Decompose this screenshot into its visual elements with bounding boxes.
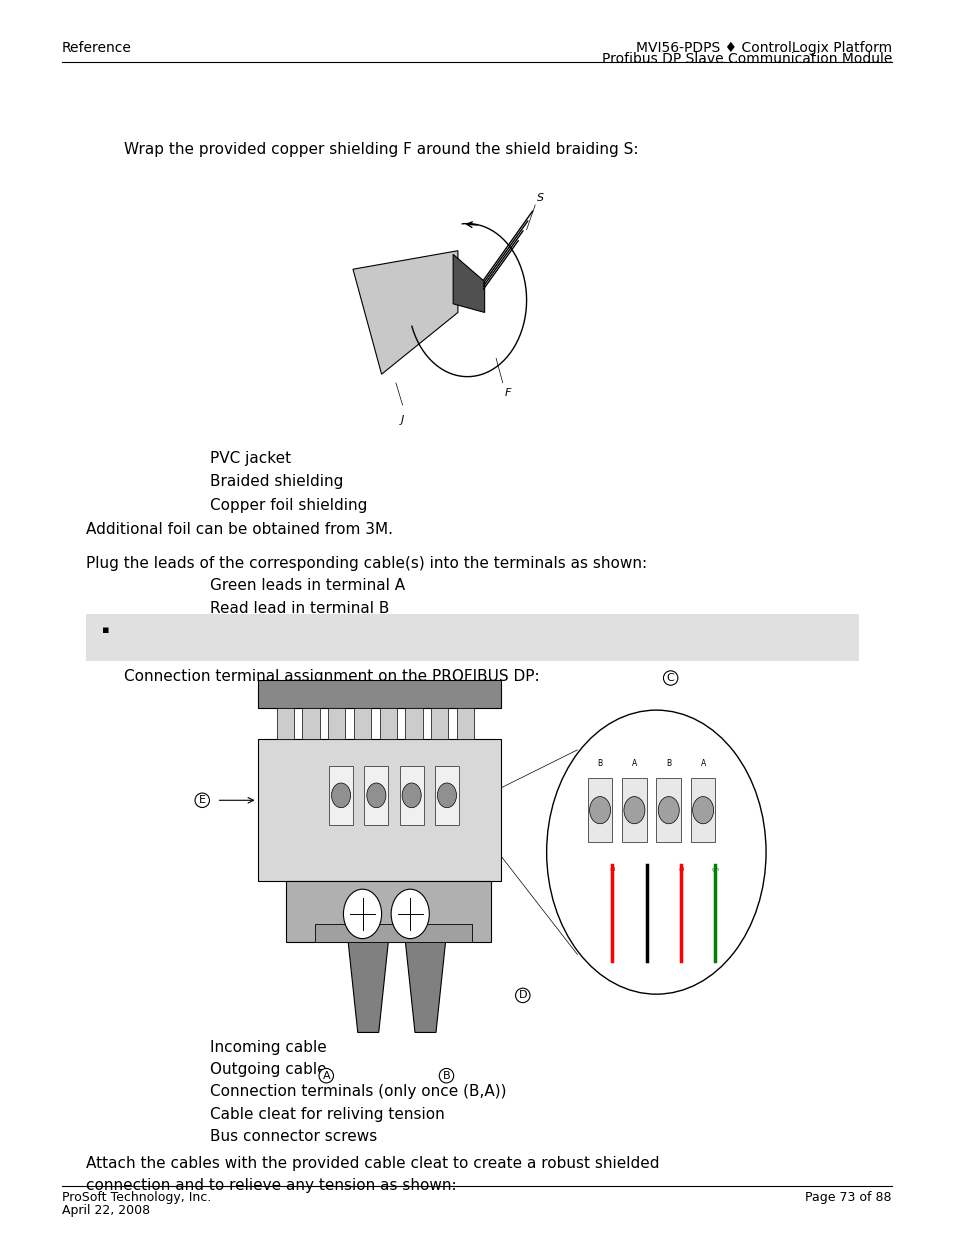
Text: Cable cleat for reliving tension: Cable cleat for reliving tension [210,1107,444,1121]
Text: S: S [537,193,543,203]
Bar [257,739,500,881]
Text: Connection terminal assignment on the PROFIBUS DP:: Connection terminal assignment on the PR… [124,669,539,684]
Text: rd: rd [609,867,615,872]
Text: ProSoft Technology, Inc.: ProSoft Technology, Inc. [62,1191,211,1204]
Bar [86,614,858,661]
Text: PVC jacket: PVC jacket [210,451,291,466]
Bar [286,881,491,942]
Text: B: B [442,1071,450,1081]
Bar [621,778,646,842]
Text: A: A [631,760,637,768]
Circle shape [436,783,456,808]
Text: E: E [198,795,206,805]
Text: Page 73 of 88: Page 73 of 88 [804,1191,891,1204]
Text: rd: rd [678,867,683,872]
Text: MVI56-PDPS ♦ ControlLogix Platform: MVI56-PDPS ♦ ControlLogix Platform [636,41,891,54]
Bar [328,708,345,739]
Text: Wrap the provided copper shielding F around the shield braiding S:: Wrap the provided copper shielding F aro… [124,142,638,157]
Text: J: J [400,415,404,425]
Text: Copper foil shielding: Copper foil shielding [210,498,367,513]
Bar [314,924,472,942]
Bar [329,766,353,825]
Polygon shape [453,254,484,312]
Bar [257,680,500,708]
Text: April 22, 2008: April 22, 2008 [62,1204,150,1218]
Circle shape [366,783,385,808]
Text: A: A [700,760,705,768]
Text: connection and to relieve any tension as shown:: connection and to relieve any tension as… [86,1178,456,1193]
Bar [656,778,680,842]
Text: Profibus DP Slave Communication Module: Profibus DP Slave Communication Module [601,52,891,65]
Circle shape [331,783,351,808]
Text: Connection terminals (only once (B,A)): Connection terminals (only once (B,A)) [210,1084,506,1099]
Bar [276,708,294,739]
Circle shape [658,797,679,824]
Circle shape [391,889,429,939]
Bar [587,778,612,842]
Bar [354,708,371,739]
Text: Additional foil can be obtained from 3M.: Additional foil can be obtained from 3M. [86,522,393,537]
Text: B: B [597,760,602,768]
Bar [302,708,319,739]
Bar [456,708,474,739]
Text: Green leads in terminal A: Green leads in terminal A [210,578,405,593]
Bar [379,708,396,739]
Text: Bus connector screws: Bus connector screws [210,1129,376,1144]
Text: ▪: ▪ [102,625,110,635]
Text: gn: gn [711,867,719,872]
Text: B: B [665,760,671,768]
Bar [405,708,422,739]
Text: Outgoing cable: Outgoing cable [210,1062,326,1077]
Text: D: D [518,990,526,1000]
Circle shape [343,889,381,939]
Circle shape [623,797,644,824]
Text: Attach the cables with the provided cable cleat to create a robust shielded: Attach the cables with the provided cabl… [86,1156,659,1171]
Bar [435,766,458,825]
Text: Reference: Reference [62,41,132,54]
Circle shape [692,797,713,824]
Polygon shape [405,942,445,1032]
Bar [690,778,715,842]
Text: Plug the leads of the corresponding cable(s) into the terminals as shown:: Plug the leads of the corresponding cabl… [86,556,646,571]
Text: Braided shielding: Braided shielding [210,474,343,489]
Text: C: C [666,673,674,683]
Bar [399,766,423,825]
Text: F: F [504,388,511,398]
Bar [364,766,388,825]
Circle shape [401,783,421,808]
Polygon shape [353,251,457,374]
Bar [431,708,448,739]
Circle shape [589,797,610,824]
Text: A: A [322,1071,330,1081]
Text: Incoming cable: Incoming cable [210,1040,326,1055]
Circle shape [546,710,765,994]
Text: Read lead in terminal B: Read lead in terminal B [210,601,389,616]
Polygon shape [348,942,388,1032]
